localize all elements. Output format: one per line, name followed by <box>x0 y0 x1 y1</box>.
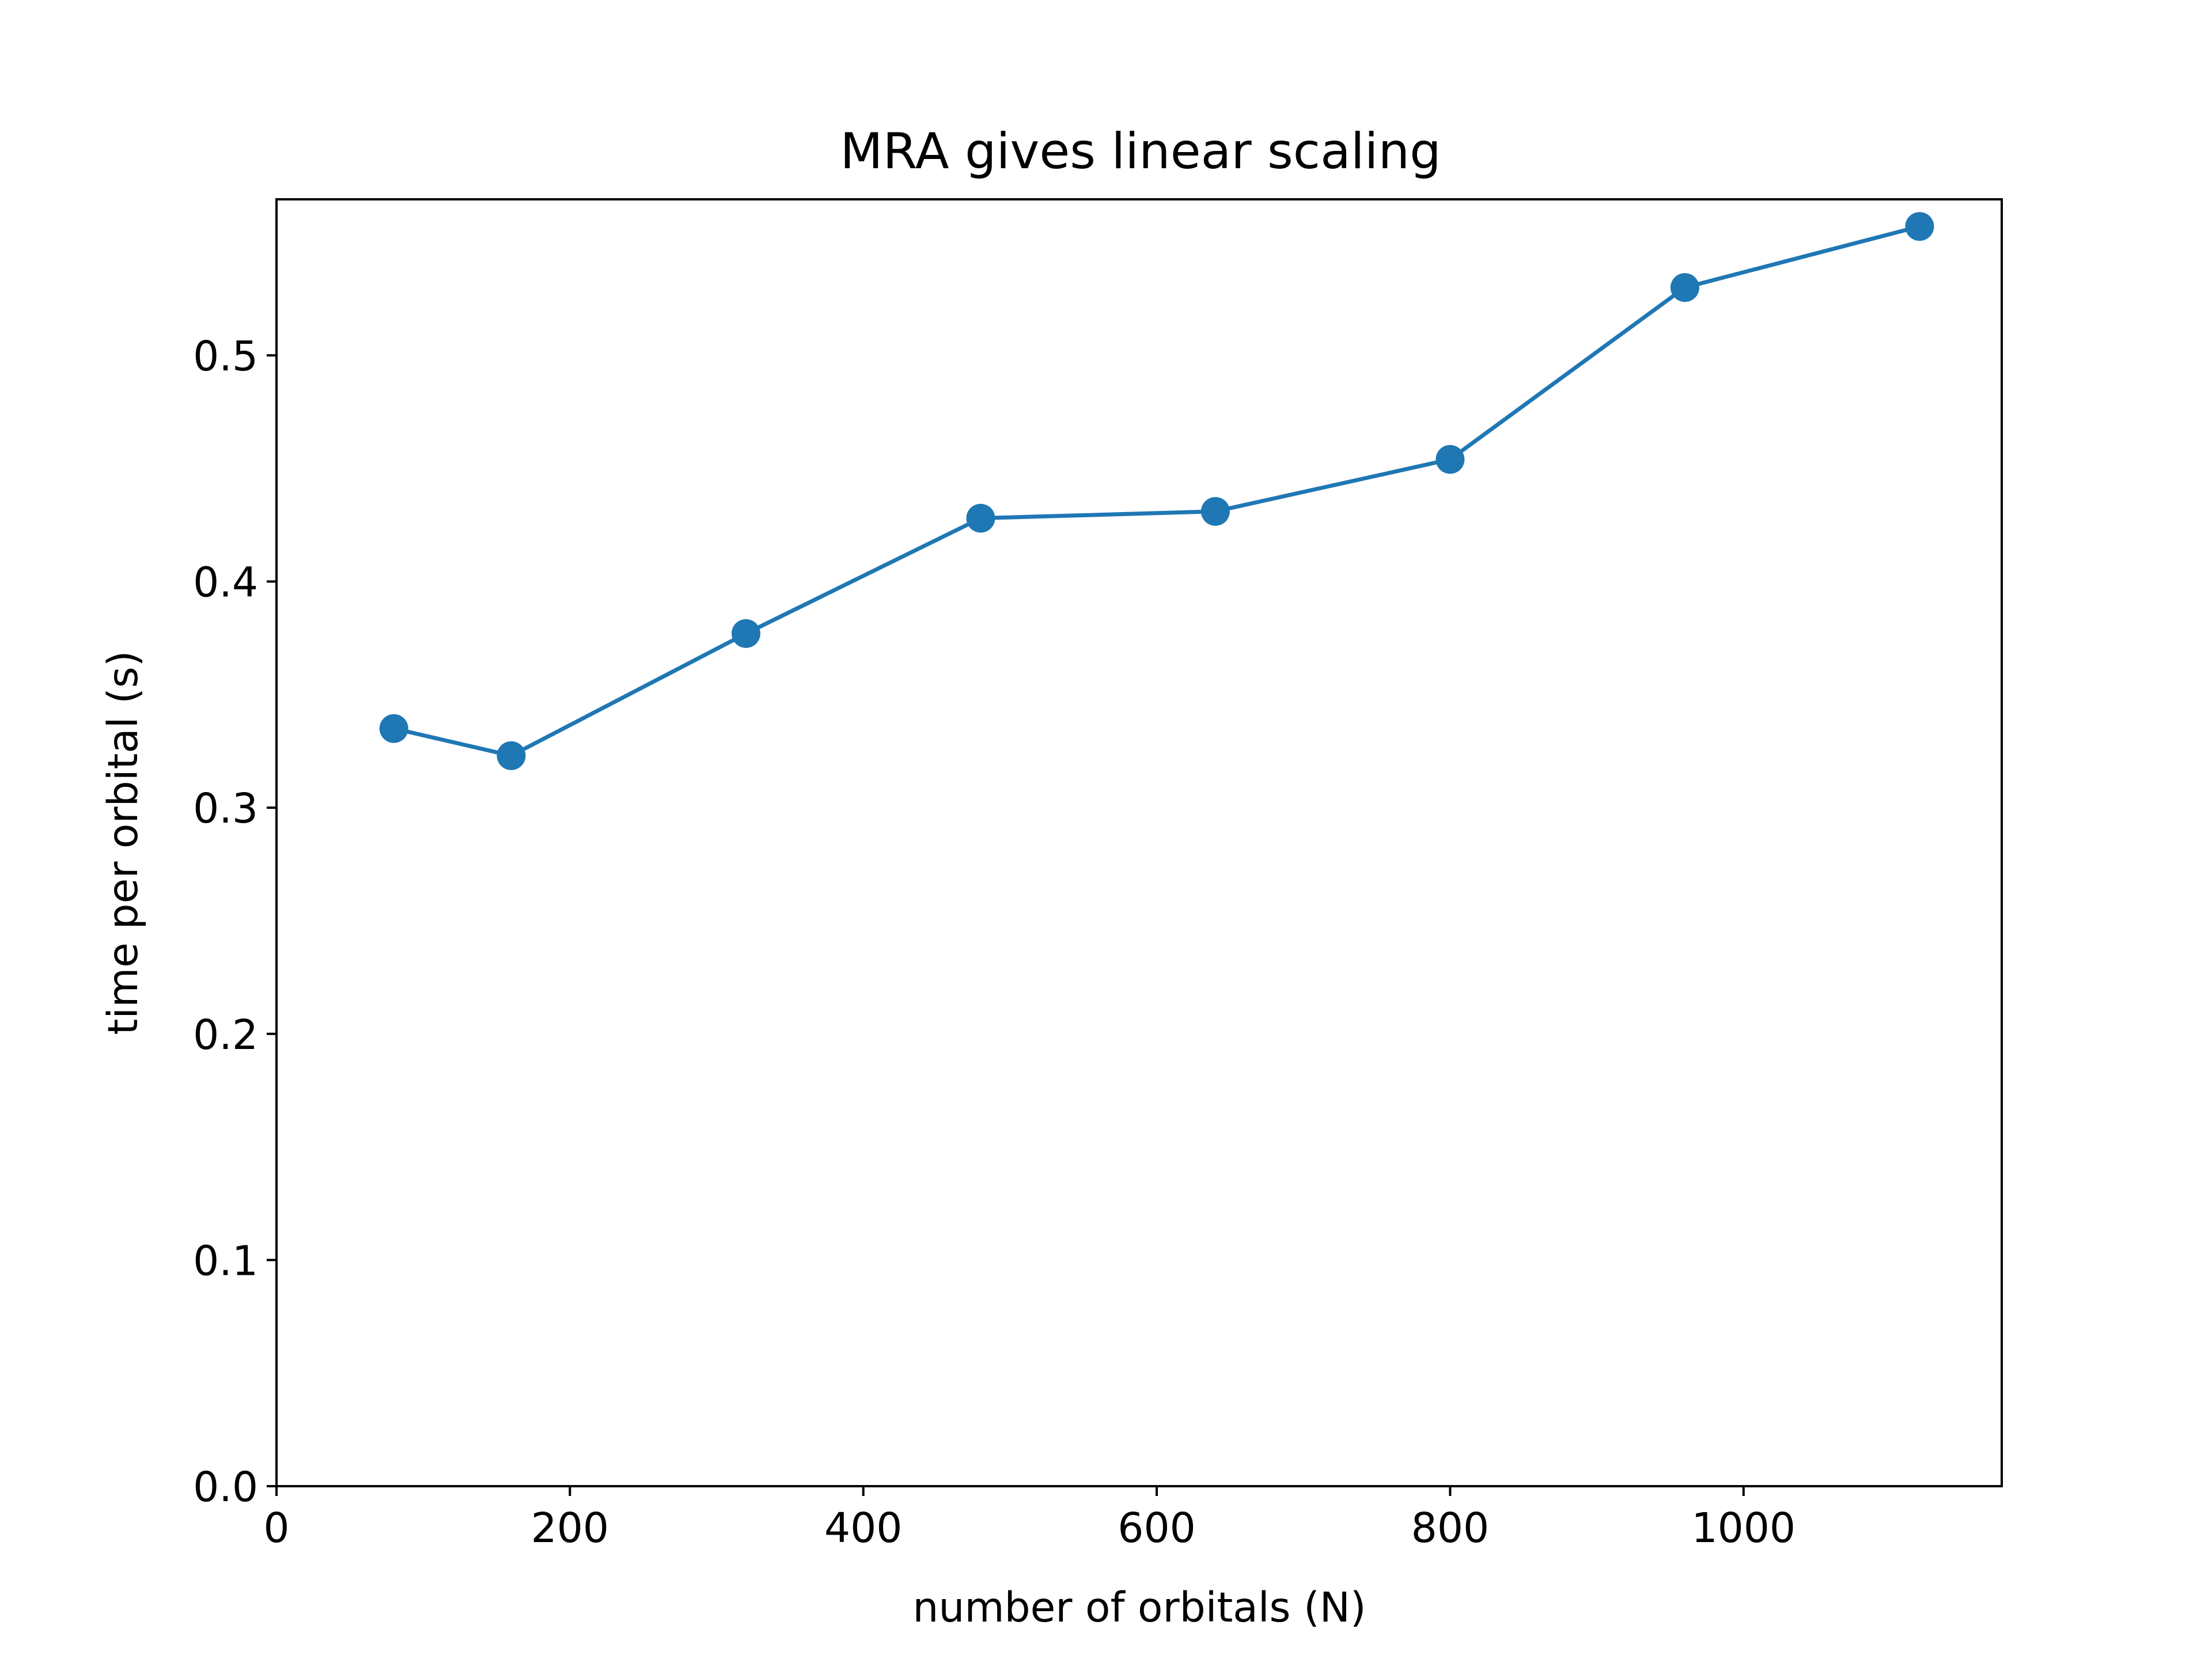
y-tick-label: 0.2 <box>193 1011 258 1059</box>
data-point <box>1670 273 1699 302</box>
series-line <box>391 224 1922 758</box>
y-tick-label: 0.3 <box>193 785 258 832</box>
plot-area <box>379 212 1934 770</box>
data-point <box>497 741 526 770</box>
x-axis-label: number of orbitals (N) <box>912 1584 1366 1631</box>
data-point <box>966 503 995 533</box>
x-tick-label: 200 <box>531 1504 609 1552</box>
data-point <box>1905 212 1934 241</box>
y-tick-label: 0.4 <box>193 559 258 607</box>
x-tick-label: 400 <box>824 1504 903 1552</box>
chart-title: MRA gives linear scaling <box>840 123 1441 180</box>
data-point <box>1200 497 1230 526</box>
x-tick-label: 800 <box>1411 1504 1490 1552</box>
y-axis-label: time per orbital (s) <box>99 651 147 1035</box>
x-tick-label: 1000 <box>1691 1504 1796 1552</box>
y-axis: 0.0 0.1 0.2 0.3 0.4 0.5 <box>193 332 276 1511</box>
x-tick-label: 600 <box>1118 1504 1196 1552</box>
data-point <box>379 714 408 743</box>
data-point <box>1435 445 1465 474</box>
x-axis: 0 200 400 600 800 1000 <box>263 1486 1796 1552</box>
y-tick-label: 0.5 <box>193 332 258 380</box>
data-point <box>731 619 760 648</box>
axes-frame <box>275 198 2003 1487</box>
x-tick-label: 0 <box>263 1504 289 1552</box>
y-tick-label: 0.1 <box>193 1237 258 1285</box>
y-tick-label: 0.0 <box>193 1463 258 1511</box>
